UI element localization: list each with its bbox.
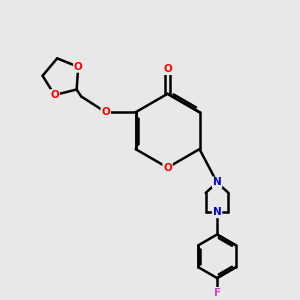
Text: F: F	[214, 288, 220, 298]
Text: O: O	[163, 64, 172, 74]
Text: O: O	[101, 107, 110, 117]
Text: O: O	[50, 90, 59, 100]
Text: O: O	[163, 163, 172, 172]
Text: O: O	[74, 62, 82, 72]
Text: N: N	[213, 207, 221, 218]
Text: N: N	[213, 178, 221, 188]
